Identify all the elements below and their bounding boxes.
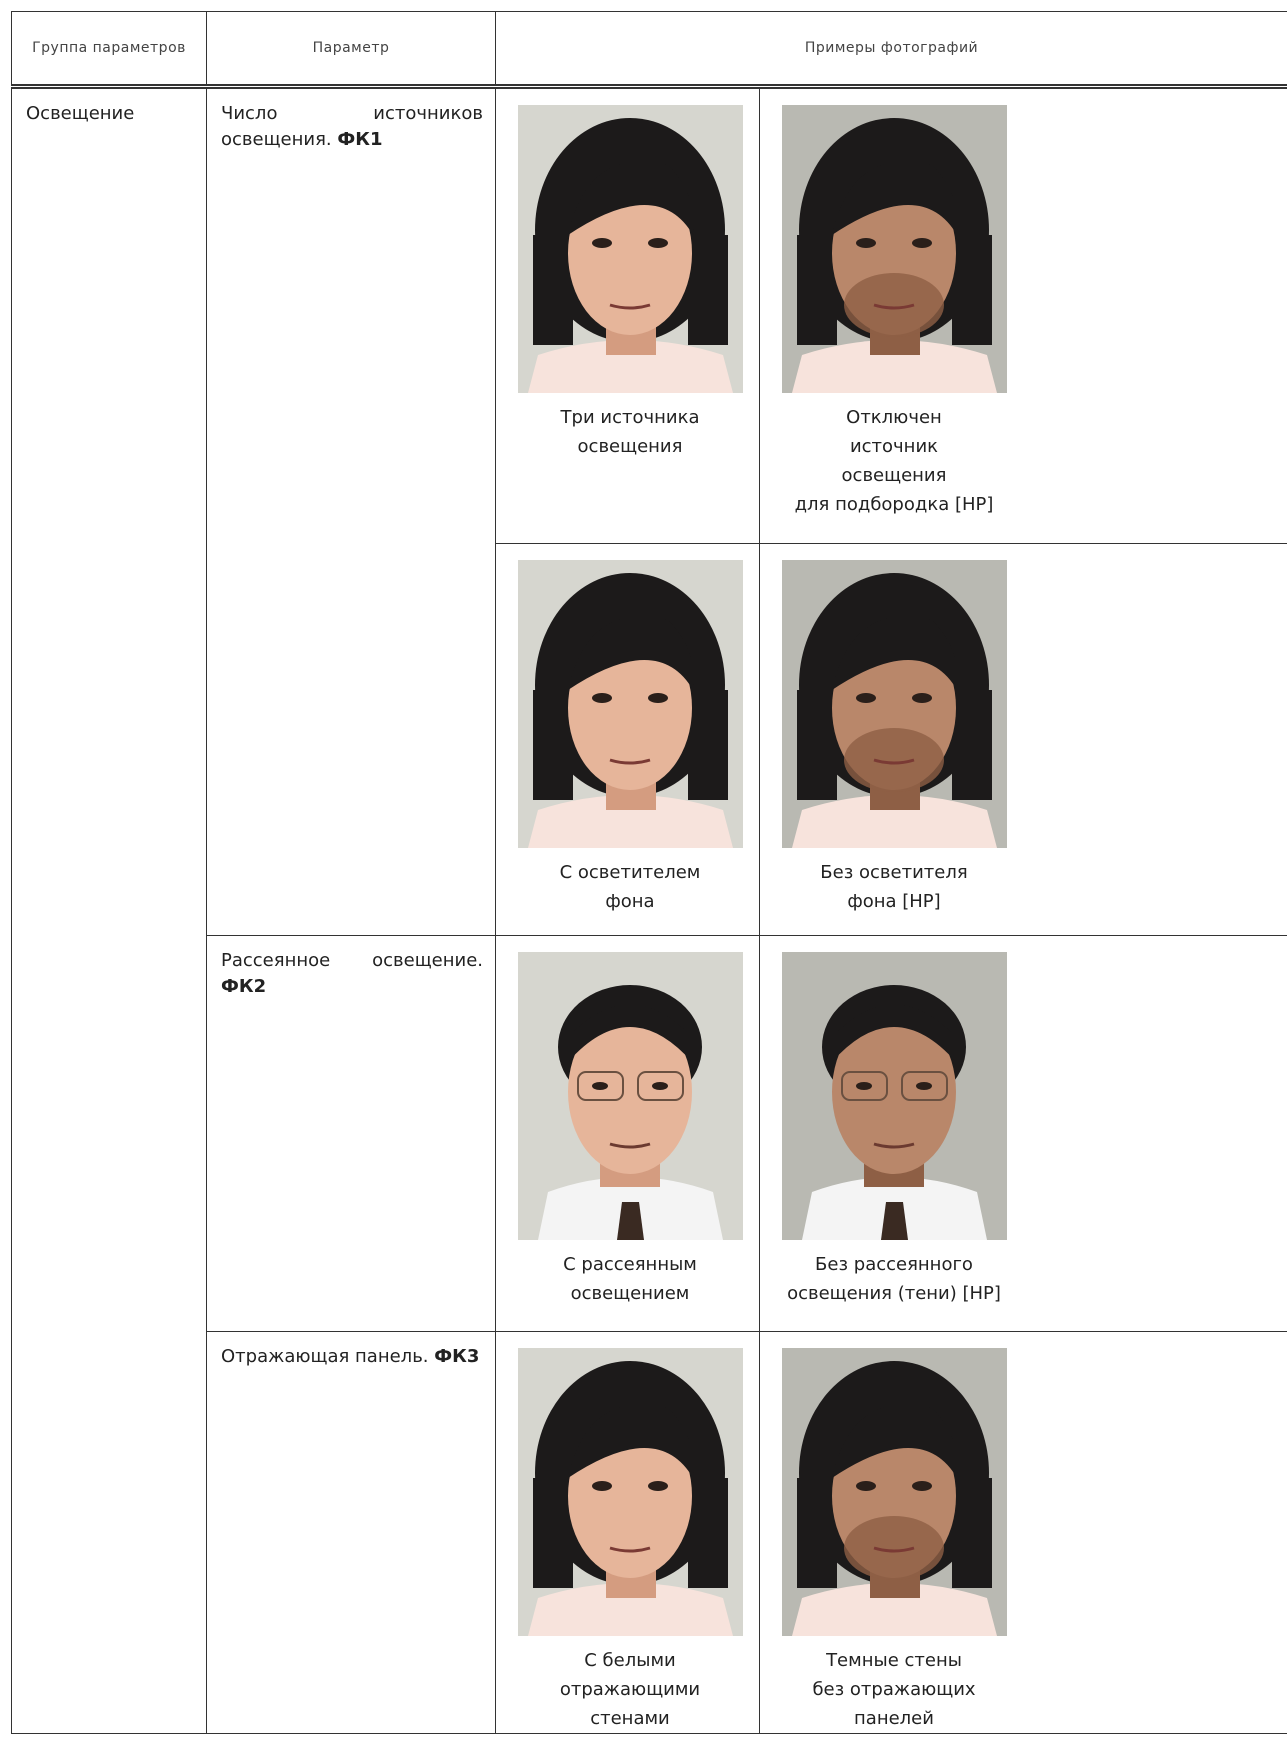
example-caption: С осветителем фона bbox=[559, 862, 701, 912]
example-caption: Темные стены без отражающих панелей bbox=[812, 1650, 976, 1729]
parameter-code: ФК1 bbox=[337, 129, 383, 150]
parameter-table: Группа параметров Параметр Примеры фотог… bbox=[11, 11, 1287, 1734]
example-cell: Без осветителя фона [НР] bbox=[759, 543, 1287, 936]
header-parameter: Параметр bbox=[206, 11, 496, 89]
example-cell: Без рассеянного освещения (тени) [НР] bbox=[759, 935, 1287, 1332]
header-examples: Примеры фотографий bbox=[495, 11, 1287, 89]
photo bbox=[517, 952, 743, 1240]
parameter-name: Число источников освещения. bbox=[221, 103, 483, 150]
example: С белыми отражающими стенами bbox=[510, 1348, 750, 1733]
parameter-cell: Отражающая панель. ФК3 bbox=[206, 1331, 496, 1734]
table-row: Отражающая панель. ФК3 С белыми отражающ… bbox=[12, 1331, 1287, 1734]
example-cell: С осветителем фона bbox=[495, 543, 760, 936]
parameter-code: ФК3 bbox=[434, 1346, 480, 1367]
parameter-cell: Число источников освещения. ФК1 bbox=[206, 86, 496, 936]
example-caption: Отключен источник освещения для подбород… bbox=[794, 407, 994, 515]
parameter-text: Отражающая панель. ФК3 bbox=[207, 1332, 495, 1370]
photo bbox=[517, 560, 743, 848]
table-row: Освещение Число источников освещения. ФК1… bbox=[11, 86, 1287, 1734]
example-caption: С белыми отражающими стенами bbox=[559, 1650, 701, 1729]
example: Темные стены без отражающих панелей bbox=[774, 1348, 1014, 1733]
parameter-text: Рассеянное освещение. ФК2 bbox=[207, 936, 495, 1000]
example: С рассеянным освещением bbox=[510, 952, 750, 1308]
example-cell: Отключен источник освещения для подбород… bbox=[759, 86, 1287, 544]
example-caption: С рассеянным освещением bbox=[563, 1254, 697, 1304]
example-caption: Без осветителя фона [НР] bbox=[820, 862, 968, 912]
photo bbox=[517, 1348, 743, 1636]
parameter-code: ФК2 bbox=[221, 976, 267, 997]
example: Отключен источник освещения для подбород… bbox=[774, 105, 1014, 519]
group-cell: Освещение bbox=[11, 86, 207, 1734]
parameter-name: Отражающая панель. bbox=[221, 1346, 429, 1367]
photo bbox=[781, 560, 1007, 848]
example-cell: Темные стены без отражающих панелей bbox=[759, 1331, 1287, 1734]
example-cell: С белыми отражающими стенами bbox=[495, 1331, 760, 1734]
header-group: Группа параметров bbox=[11, 11, 207, 89]
table-row: Рассеянное освещение. ФК2 С рассеянным о… bbox=[12, 935, 1287, 1332]
photo bbox=[781, 952, 1007, 1240]
parameter-text: Число источников освещения. ФК1 bbox=[207, 89, 495, 153]
example-caption: Без рассеянного освещения (тени) [НР] bbox=[787, 1254, 1001, 1304]
photo bbox=[781, 105, 1007, 393]
example: Три источника освещения bbox=[510, 105, 750, 461]
photo bbox=[517, 105, 743, 393]
example: Без осветителя фона [НР] bbox=[774, 560, 1014, 916]
example: С осветителем фона bbox=[510, 560, 750, 916]
example-cell: Три источника освещения bbox=[495, 86, 760, 544]
example: Без рассеянного освещения (тени) [НР] bbox=[774, 952, 1014, 1308]
photo bbox=[781, 1348, 1007, 1636]
parameter-name: Рассеянное освещение. bbox=[221, 950, 483, 971]
example-cell: С рассеянным освещением bbox=[495, 935, 760, 1332]
parameter-cell: Рассеянное освещение. ФК2 bbox=[206, 935, 496, 1332]
example-caption: Три источника освещения bbox=[560, 407, 700, 457]
